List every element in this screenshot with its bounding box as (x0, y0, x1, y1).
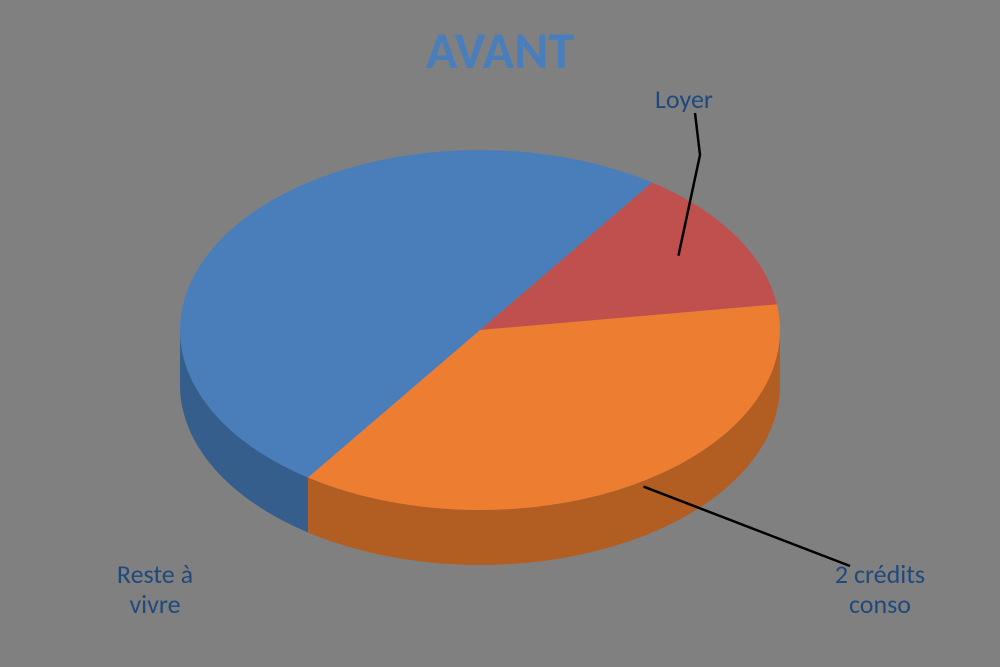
slice-label-loyer: Loyer (655, 85, 713, 115)
slice-label-reste: Reste àvivre (95, 560, 215, 620)
slice-label-credit: 2 créditsconso (810, 560, 950, 620)
leader-credit (643, 487, 850, 566)
chart-stage: AVANT Loyer 2 créditsconso Reste àvivre (0, 0, 1000, 667)
